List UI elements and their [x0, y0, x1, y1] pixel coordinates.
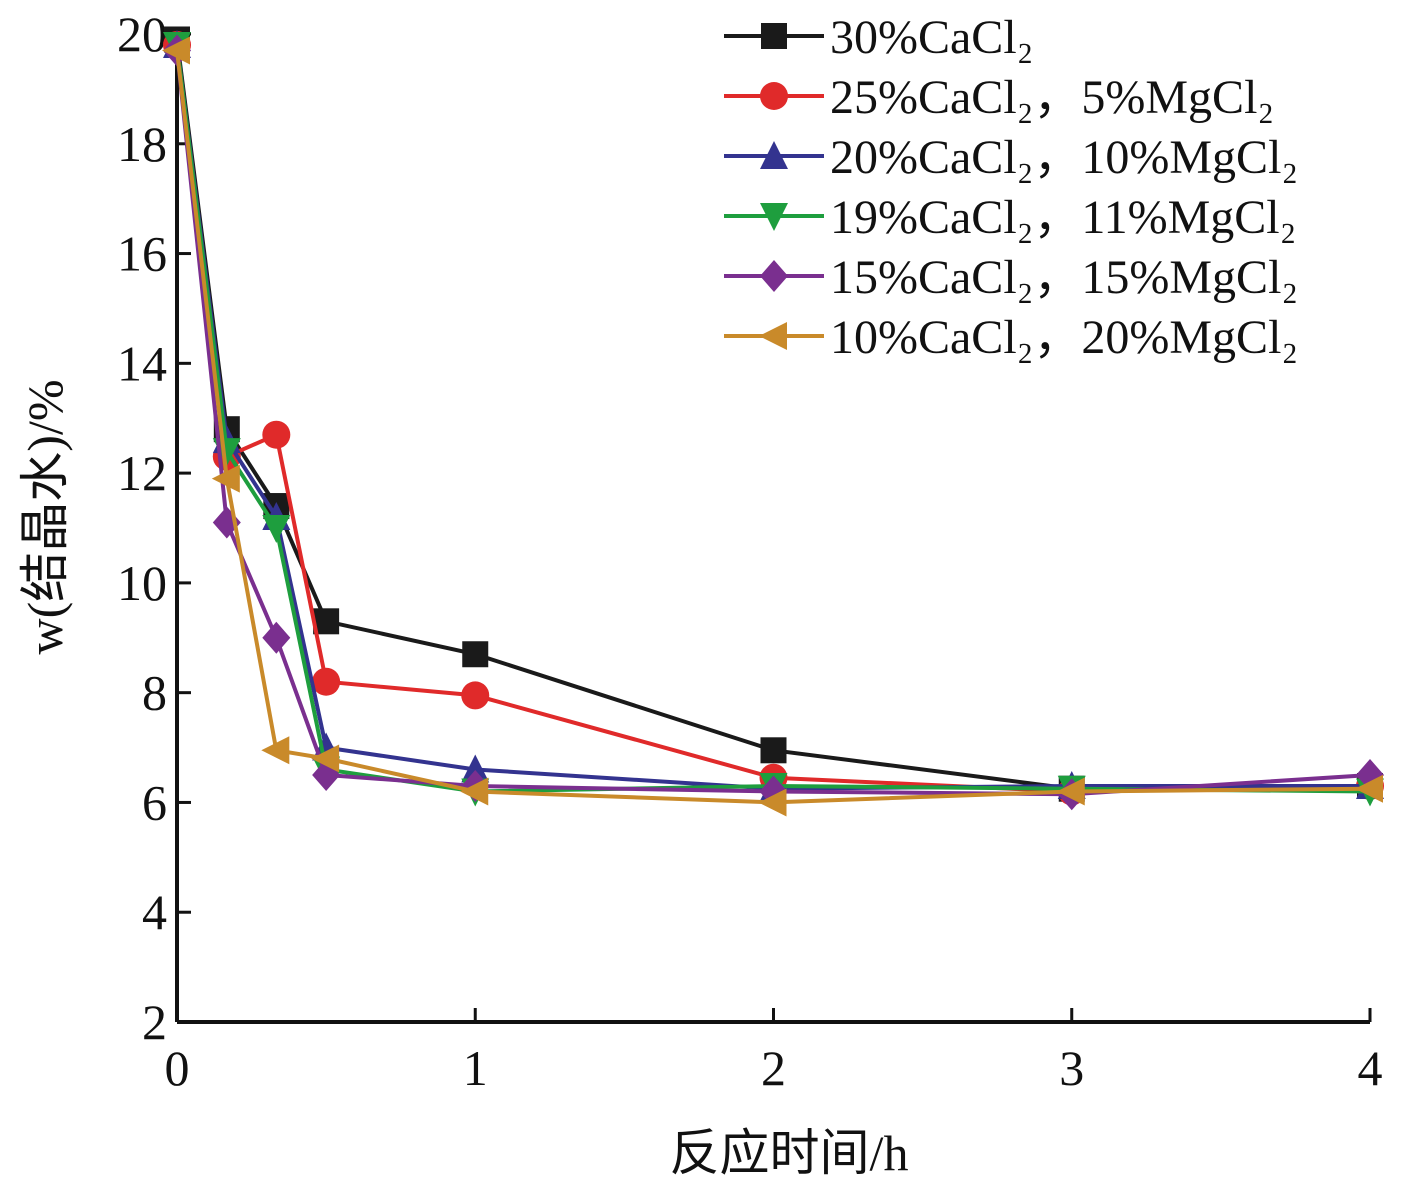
- data-point: [262, 420, 291, 449]
- legend-marker: [760, 82, 788, 110]
- legend-marker: [760, 203, 788, 231]
- y-tick-label: 6: [142, 774, 167, 830]
- legend-marker: [761, 23, 787, 49]
- y-tick-label: 10: [117, 555, 167, 611]
- x-tick-label: 0: [165, 1040, 190, 1096]
- legend-label: 15%CaCl₂，15%MgCl₂: [830, 251, 1298, 304]
- series-6: [162, 36, 1383, 817]
- y-tick-label: 18: [117, 116, 167, 172]
- data-point: [312, 667, 341, 696]
- data-point: [758, 788, 787, 817]
- data-point: [461, 681, 490, 710]
- legend-label: 19%CaCl₂，11%MgCl₂: [830, 191, 1296, 244]
- data-point: [760, 737, 787, 764]
- legend-item: 25%CaCl₂，5%MgCl₂: [724, 71, 1274, 124]
- data-point: [311, 744, 340, 773]
- data-point: [461, 754, 490, 783]
- y-tick-label: 12: [117, 445, 167, 501]
- y-tick-label: 20: [117, 6, 167, 62]
- legend-item: 19%CaCl₂，11%MgCl₂: [724, 191, 1296, 244]
- y-tick-label: 8: [142, 665, 167, 721]
- data-point: [462, 641, 489, 668]
- x-tick-label: 1: [463, 1040, 488, 1096]
- legend: 30%CaCl₂ 25%CaCl₂，5%MgCl₂ 20%CaCl₂，10%MgCl…: [724, 11, 1298, 364]
- legend-label: 30%CaCl₂: [830, 11, 1033, 64]
- data-point: [262, 621, 291, 654]
- x-axis-title: 反应时间/h: [670, 1125, 909, 1181]
- data-point: [261, 736, 290, 765]
- legend-label: 20%CaCl₂，10%MgCl₂: [830, 131, 1298, 184]
- x-tick-label: 4: [1358, 1040, 1383, 1096]
- data-point: [1355, 774, 1383, 803]
- y-tick-label: 4: [142, 884, 167, 940]
- plot-area: [162, 26, 1384, 817]
- legend-label: 25%CaCl₂，5%MgCl₂: [830, 71, 1274, 124]
- legend-marker: [759, 322, 787, 350]
- x-tick-label: 3: [1059, 1040, 1084, 1096]
- data-point: [162, 36, 190, 65]
- legend-item: 15%CaCl₂，15%MgCl₂: [724, 251, 1298, 304]
- legend-item: 10%CaCl₂，20%MgCl₂: [724, 311, 1298, 364]
- y-axis-title: w(结晶水)/%: [17, 380, 73, 655]
- legend-item: 30%CaCl₂: [724, 11, 1033, 64]
- data-point: [1056, 777, 1085, 806]
- y-tick-label: 14: [117, 335, 167, 391]
- data-point: [262, 515, 291, 543]
- x-tick-label: 2: [761, 1040, 786, 1096]
- legend-marker: [760, 141, 788, 169]
- legend-item: 20%CaCl₂，10%MgCl₂: [724, 131, 1298, 184]
- series-line: [175, 50, 1371, 805]
- data-point: [460, 777, 489, 806]
- y-tick-label: 16: [117, 226, 167, 282]
- legend-label: 10%CaCl₂，20%MgCl₂: [830, 311, 1298, 364]
- legend-marker: [760, 260, 788, 292]
- data-point: [211, 464, 240, 493]
- y-tick-label: 2: [142, 994, 167, 1050]
